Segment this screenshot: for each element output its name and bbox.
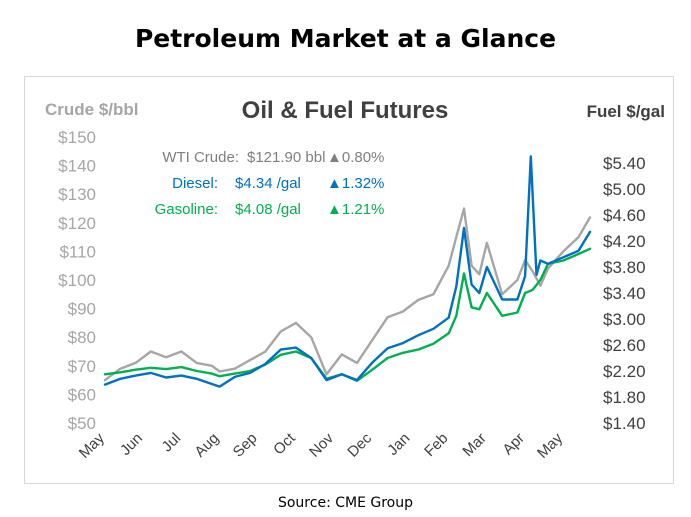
x-tick-label: Dec	[344, 429, 375, 460]
x-tick-label: Oct	[270, 429, 299, 458]
left-tick-label: $130	[58, 185, 96, 204]
legend-gasoline-change: ▲1.21%	[327, 201, 384, 218]
x-tick-label: Mar	[459, 430, 489, 460]
legend-wti-name: WTI Crude:	[162, 149, 239, 166]
right-tick-label: $3.00	[603, 310, 646, 329]
right-tick-label: $5.00	[603, 180, 646, 199]
oil-fuel-futures-chart: Oil & Fuel Futures Crude $/bbl Fuel $/ga…	[45, 97, 665, 462]
left-tick-label: $120	[58, 214, 96, 233]
right-tick-label: $1.80	[603, 388, 646, 407]
left-tick-label: $110	[59, 242, 96, 261]
left-tick-label: $60	[68, 385, 96, 404]
series-line-gasoline	[103, 247, 592, 382]
left-tick-label: $150	[58, 128, 96, 147]
left-tick-label: $70	[68, 357, 96, 376]
page-title: Petroleum Market at a Glance	[134, 24, 557, 53]
x-tick-label: Jan	[384, 430, 413, 459]
right-tick-label: $4.20	[603, 232, 646, 251]
right-tick-label: $2.20	[603, 362, 646, 381]
x-tick-label: May	[534, 429, 566, 461]
series-line-wti-crude	[103, 207, 592, 382]
left-tick-label: $80	[68, 328, 96, 347]
x-tick-label: Aug	[191, 430, 222, 461]
legend-diesel-price: $4.34 /gal	[235, 175, 301, 192]
x-axis-ticks: May Jun Jul Aug Sep Oct Nov Dec Jan Feb Mar Apr May	[76, 429, 567, 462]
left-axis-label: Crude $/bbl	[45, 100, 139, 119]
legend-diesel-change: ▲1.32%	[327, 175, 384, 192]
chart-container: Oil & Fuel Futures Crude $/bbl Fuel $/ga…	[24, 76, 674, 484]
right-tick-label: $5.40	[603, 154, 646, 173]
legend-wti-price: $121.90 bbl	[247, 149, 325, 166]
right-axis-ticks: $1.40 $1.80 $2.20 $2.60 $3.00 $3.40 $3.80 $4.20…	[603, 154, 646, 433]
chart-title: Oil & Fuel Futures	[242, 97, 449, 124]
right-tick-label: $3.40	[603, 284, 646, 303]
left-tick-label: $140	[58, 157, 96, 176]
left-axis-ticks: $50 $60 $70 $80 $90 $100 $110 $120 $130 $140 $150	[58, 128, 96, 433]
x-tick-label: Sep	[230, 430, 261, 461]
right-tick-label: $2.60	[603, 336, 646, 355]
right-axis-label: Fuel $/gal	[587, 102, 665, 121]
right-tick-label: $1.40	[603, 414, 646, 433]
x-tick-label: Jul	[159, 430, 185, 456]
left-tick-label: $100	[58, 271, 96, 290]
x-tick-label: Jun	[117, 430, 146, 459]
series-layer	[103, 155, 592, 388]
source-note: Source: CME Group	[277, 495, 414, 511]
right-tick-label: $3.80	[603, 258, 646, 277]
x-tick-label: Nov	[306, 429, 337, 460]
right-tick-label: $4.60	[603, 206, 646, 225]
x-tick-label: May	[76, 429, 108, 461]
legend-wti-change: ▲0.80%	[327, 149, 384, 166]
x-tick-label: Apr	[499, 430, 528, 459]
series-line-diesel	[103, 155, 592, 388]
legend: WTI Crude: $121.90 bbl ▲0.80% Diesel: $4…	[155, 149, 385, 218]
legend-gasoline-name: Gasoline:	[155, 201, 218, 218]
legend-diesel-name: Diesel:	[172, 175, 218, 192]
x-tick-label: Feb	[421, 430, 451, 460]
left-tick-label: $90	[68, 300, 96, 319]
left-tick-label: $50	[68, 414, 96, 433]
legend-gasoline-price: $4.08 /gal	[235, 201, 301, 218]
